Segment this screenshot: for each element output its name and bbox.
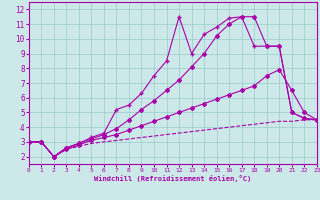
X-axis label: Windchill (Refroidissement éolien,°C): Windchill (Refroidissement éolien,°C) — [94, 175, 252, 182]
